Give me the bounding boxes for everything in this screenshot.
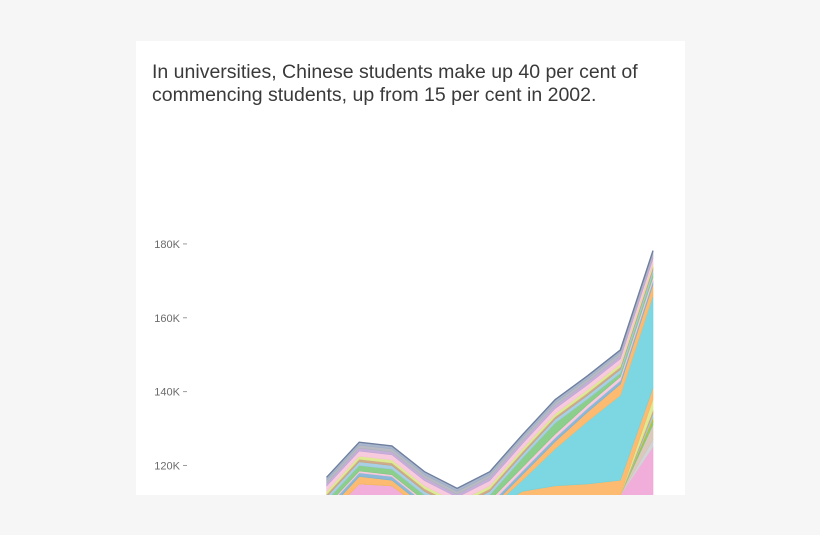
area-series-12 xyxy=(336,276,654,495)
area-series-11 xyxy=(338,280,654,495)
area-series-3 xyxy=(347,420,654,495)
chart-card: In universities, Chinese students make u… xyxy=(136,41,685,495)
area-series-7 xyxy=(347,398,654,495)
area-series-2 xyxy=(347,424,654,495)
y-tick-label-0: 120K xyxy=(154,460,180,472)
y-axis: 120K 140K 160K 180K xyxy=(154,239,187,472)
area-series-6 xyxy=(347,409,654,495)
chart-title: In universities, Chinese students make u… xyxy=(152,61,638,106)
area-series-8 xyxy=(341,387,654,495)
area-series-5 xyxy=(347,413,654,495)
area-layers xyxy=(326,250,654,495)
area-series-10 xyxy=(341,284,654,495)
area-series-4 xyxy=(347,417,654,495)
stacked-area-chart: 120K 140K 160K 180K xyxy=(154,239,654,495)
area-series-15 xyxy=(326,266,654,495)
area-series-14 xyxy=(327,269,654,495)
y-tick-label-2: 160K xyxy=(154,313,180,325)
area-series-0 xyxy=(347,446,654,495)
y-tick-label-1: 140K xyxy=(154,387,180,399)
area-series-1 xyxy=(347,439,654,495)
total-outline xyxy=(326,250,654,490)
y-tick-label-3: 180K xyxy=(154,239,180,251)
area-series-16 xyxy=(326,263,654,495)
area-series-13 xyxy=(331,273,654,495)
area-series-9 xyxy=(341,295,654,495)
